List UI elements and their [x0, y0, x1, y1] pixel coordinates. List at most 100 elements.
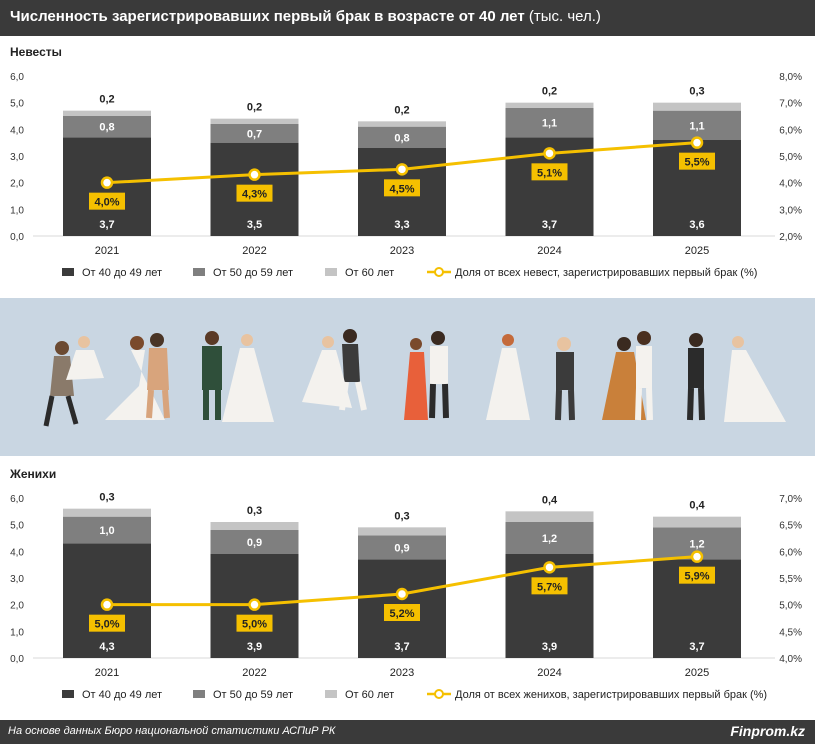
brides-legend-marker	[434, 267, 444, 277]
brides-bar-label: 0,8	[394, 132, 409, 144]
couple-8	[687, 333, 786, 422]
brides-share-point	[543, 147, 556, 160]
grooms-bar-segment	[63, 508, 151, 517]
grooms-bar-label: 0,3	[394, 510, 409, 522]
grooms-legend-label: От 50 до 59 лет	[213, 689, 293, 701]
grooms-y2-tick: 5,5%	[779, 574, 802, 585]
brides-bar-label: 3,7	[99, 219, 114, 231]
grooms-subtitle: Женихи	[9, 467, 56, 481]
brides-bar-segment	[653, 110, 741, 140]
grooms-y2-tick: 5,0%	[779, 601, 802, 612]
brides-bar-label: 3,7	[542, 219, 557, 231]
title-unit: (тыс. чел.)	[528, 8, 601, 25]
brides-legend-swatch	[325, 268, 337, 276]
grooms-share-label-box	[679, 566, 715, 584]
brides-y2-tick: 3,0%	[779, 205, 802, 216]
brides-share-label-box	[236, 184, 273, 202]
brides-share-label: 4,0%	[94, 197, 119, 209]
brides-y-tick: 6,0	[10, 72, 24, 83]
brides-x-tick: 2024	[537, 245, 561, 257]
brides-y2-tick: 4,0%	[779, 179, 802, 190]
brides-legend-swatch	[193, 268, 205, 276]
grooms-bar-label: 3,9	[542, 641, 557, 653]
grooms-bar-segment	[505, 511, 594, 522]
brides-bar-label: 3,5	[247, 219, 262, 231]
grooms-legend-swatch	[325, 690, 337, 698]
brides-y2-tick: 5,0%	[779, 152, 802, 163]
brides-share-label-box	[679, 152, 715, 170]
grooms-bar-label: 0,4	[689, 500, 705, 512]
brides-bar-label: 0,2	[394, 104, 409, 116]
brides-bar-segment	[210, 118, 299, 124]
grooms-legend-swatch	[62, 690, 74, 698]
brides-y2-tick: 7,0%	[779, 99, 802, 110]
wedding-couples-illustration	[43, 329, 786, 427]
grooms-share-point	[543, 561, 556, 574]
grooms-y-tick: 4,0	[10, 547, 24, 558]
grooms-x-tick: 2023	[390, 667, 414, 679]
brides-legend-label: От 40 до 49 лет	[82, 267, 162, 279]
grooms-bar-label: 1,2	[689, 538, 704, 550]
grooms-share-label: 5,2%	[389, 608, 414, 620]
brides-bar-segment	[505, 108, 594, 138]
brides-share-label: 5,5%	[684, 157, 709, 169]
grooms-share-point	[100, 598, 114, 611]
brides-share-point	[100, 176, 114, 189]
grooms-y-tick: 3,0	[10, 574, 24, 585]
grooms-share-label: 5,0%	[242, 619, 267, 631]
grooms-bar-label: 0,3	[247, 505, 262, 517]
brides-bar-label: 0,7	[247, 128, 262, 140]
brides-share-label: 4,5%	[389, 183, 414, 195]
grooms-y-tick: 2,0	[10, 601, 24, 612]
grooms-y2-tick: 6,5%	[779, 521, 802, 532]
brides-share-point	[395, 163, 409, 176]
couple-2	[105, 333, 170, 420]
brides-y2-tick: 2,0%	[779, 232, 802, 243]
brides-share-label: 5,1%	[537, 167, 562, 179]
grooms-chart: Женихи 0,0 1,0 2,0 3,0 4,0 5,0 6,0 4,0% 4,5% 5,0% 5…	[9, 467, 802, 701]
couple-4	[302, 329, 367, 411]
brides-y-tick: 2,0	[10, 179, 24, 190]
grooms-bar-segment	[505, 522, 594, 554]
brides-y2-tick: 8,0%	[779, 72, 802, 83]
grooms-bar-segment	[358, 527, 446, 536]
brides-share-label-box	[384, 179, 420, 197]
grooms-share-label-box	[531, 577, 568, 595]
brides-share-point	[690, 136, 704, 149]
brides-share-label: 4,3%	[242, 189, 267, 201]
brides-subtitle: Невесты	[10, 45, 62, 59]
brides-y-tick: 5,0	[10, 99, 24, 110]
grooms-y-tick: 6,0	[10, 494, 24, 505]
grooms-bar-label: 0,9	[394, 542, 409, 554]
grooms-x-tick: 2025	[685, 667, 709, 679]
illustration-band	[0, 298, 815, 456]
grooms-share-label-box	[236, 614, 273, 632]
grooms-y2-tick: 4,5%	[779, 627, 802, 638]
brides-bar-label: 3,3	[394, 219, 409, 231]
brides-bar-segment	[63, 110, 151, 116]
grooms-bar-label: 4,3	[99, 641, 114, 653]
brides-x-tick: 2021	[95, 245, 119, 257]
brides-chart: Невесты 0,0 1,0 2,0 3,0 4,0 5,0 6,0 2,0% 3,0% 4,0%…	[10, 45, 802, 279]
grooms-bar-label: 3,9	[247, 641, 262, 653]
grooms-y2-tick: 4,0%	[779, 654, 802, 665]
grooms-x-tick: 2022	[242, 667, 266, 679]
grooms-legend-label: Доля от всех женихов, зарегистрировавших…	[455, 689, 767, 701]
brides-bar-label: 3,6	[689, 219, 704, 231]
grooms-bar-segment	[210, 530, 299, 554]
title-text: Численность зарегистрировавших первый бр…	[10, 8, 525, 25]
brides-share-label-box	[89, 192, 125, 210]
grooms-x-tick: 2024	[537, 667, 561, 679]
grooms-bar-label: 0,3	[99, 492, 114, 504]
grooms-bar-label: 0,9	[247, 537, 262, 549]
grooms-share-point	[690, 550, 704, 563]
grooms-y2-tick: 7,0%	[779, 494, 802, 505]
brides-bar-label: 0,8	[99, 122, 114, 134]
brides-bar-label: 1,1	[689, 120, 704, 132]
brides-legend-swatch	[62, 268, 74, 276]
couple-1	[43, 336, 104, 427]
grooms-bar-label: 1,0	[99, 525, 114, 537]
grooms-y-tick: 0,0	[10, 654, 24, 665]
brides-share-point	[248, 168, 261, 181]
brides-y-tick: 4,0	[10, 125, 24, 136]
